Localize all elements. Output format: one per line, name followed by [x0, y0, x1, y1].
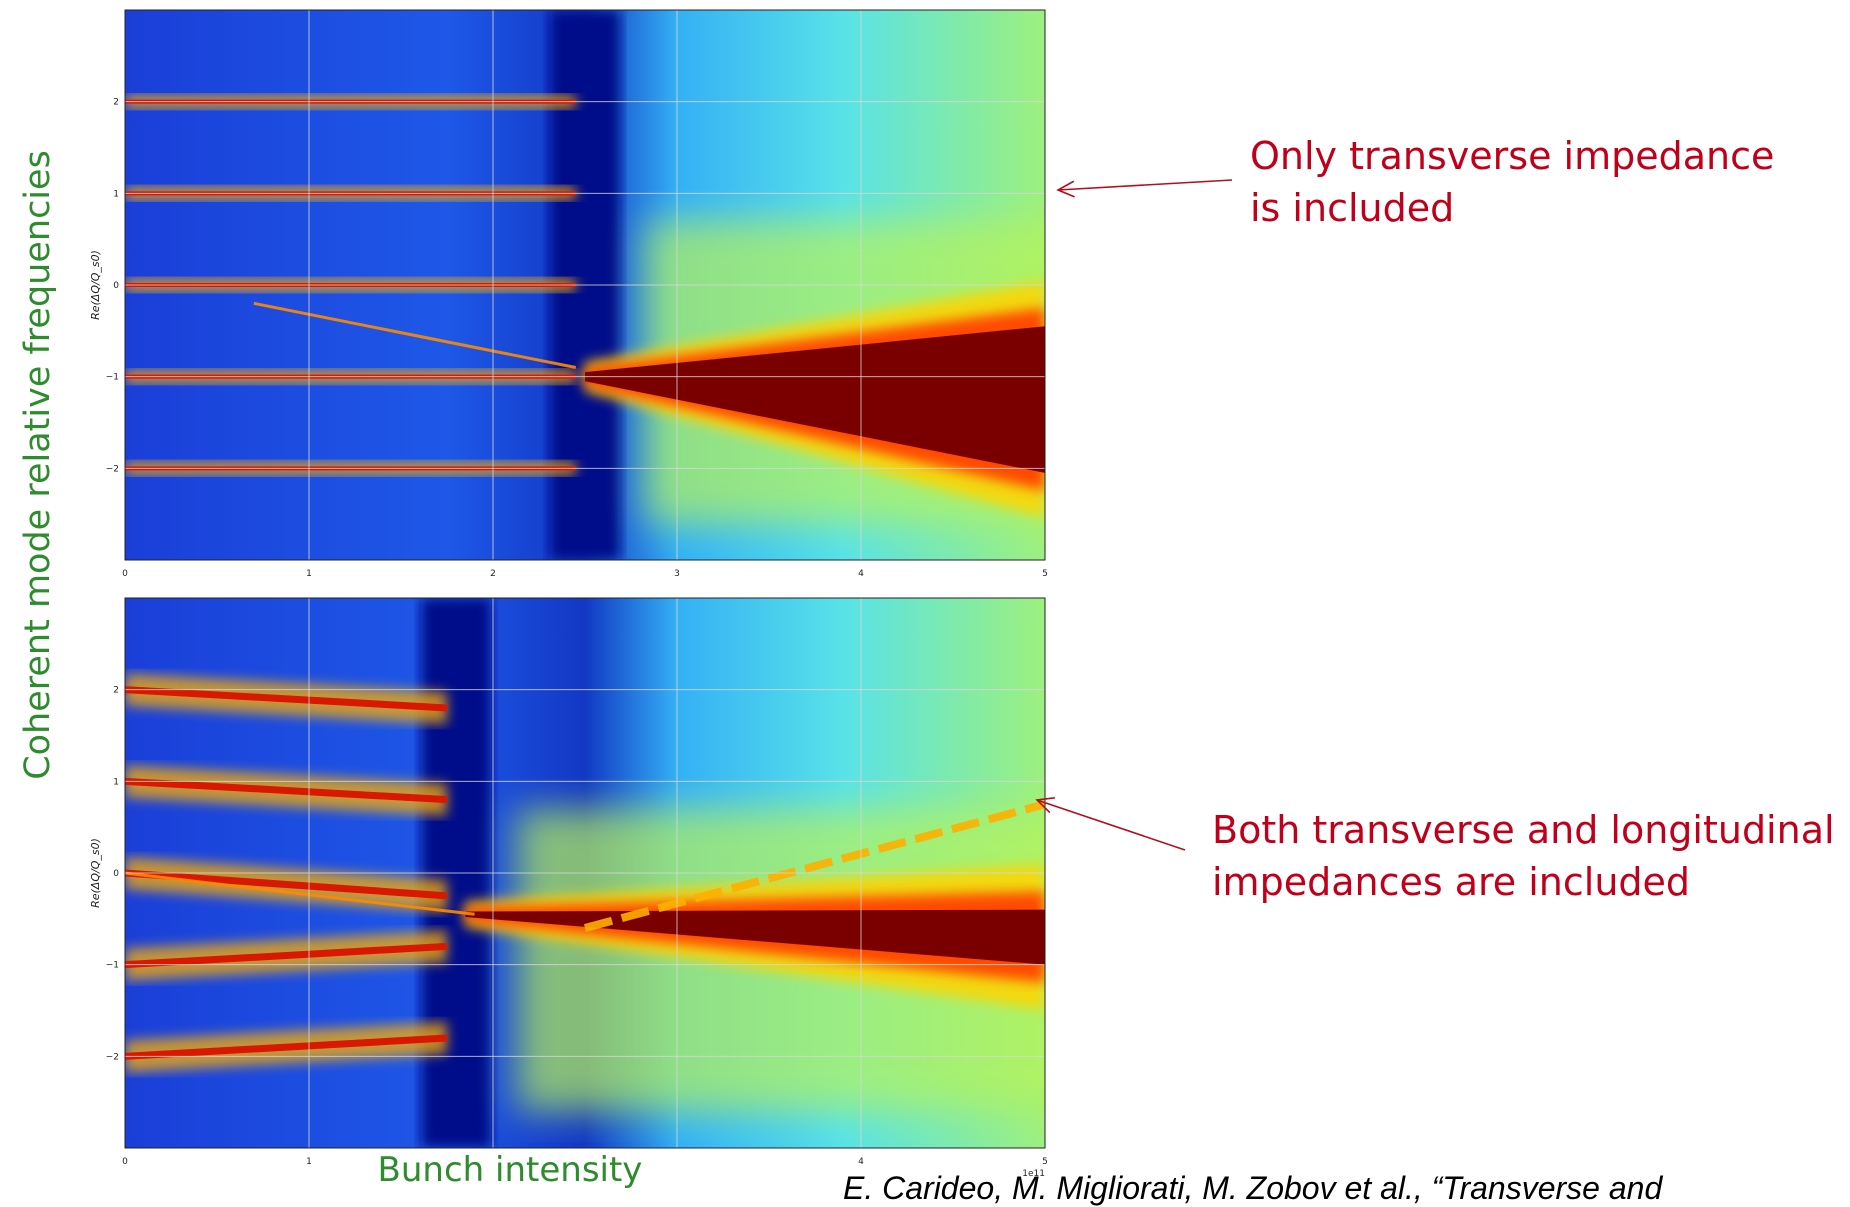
heatmap-panel-2: 0 1 4 5 1e11 2 1 0 −1 −2 Re(ΔQ/Q_s0): [89, 597, 1048, 1179]
y-tick-label: 0: [113, 281, 119, 291]
x-tick-label: 1: [306, 569, 312, 579]
heatmap-body: [125, 10, 1045, 560]
x-tick-label: 5: [1042, 569, 1048, 579]
mode-line-0: [125, 869, 448, 900]
y-tick-label: −2: [106, 1052, 119, 1062]
mode-line--1: [125, 942, 448, 969]
arrow-top-head: [1056, 180, 1075, 198]
coupled-mode-line: [125, 871, 475, 916]
y-tick-label: 1: [113, 189, 119, 199]
coupled-mode-line: [253, 301, 577, 369]
x-offset-label: 1e11: [1022, 1169, 1045, 1179]
mode-line--2: [125, 1034, 448, 1060]
x-tick-label: 4: [858, 569, 864, 579]
plot-frame: [124, 597, 1046, 1149]
unstable-band-core: [585, 326, 1045, 473]
x-tick-label: 1: [306, 1157, 312, 1167]
annotation-bottom-line-2: impedances are included: [1212, 860, 1691, 904]
x-tick-label: 4: [858, 1157, 864, 1167]
y-tick-label: −2: [106, 464, 119, 474]
y-tick-label: 2: [113, 98, 119, 108]
annotation-top-line-1: Only transverse impedance: [1250, 134, 1775, 178]
y-tick-label: −1: [106, 373, 119, 383]
mode-line-1: [125, 777, 448, 804]
arrow-bottom-shaft: [1036, 799, 1186, 851]
heatmap-body: [125, 598, 1045, 1148]
heatmap-panel-1: 0 1 2 3 4 5 2 1 0 −1 −2 Re(ΔQ/Q_s0): [89, 9, 1048, 579]
x-tick-label: 0: [122, 569, 128, 579]
x-tick-label: 3: [674, 569, 680, 579]
rising-mode-line: [583, 800, 1045, 932]
annotation-bottom: Both transverse and longitudinal impedan…: [1212, 804, 1835, 908]
x-tick-label: 0: [122, 1157, 128, 1167]
x-tick-label: 2: [490, 569, 496, 579]
annotation-top: Only transverse impedance is included: [1250, 130, 1774, 234]
panel-y-axis-label: Re(ΔQ/Q_s0): [89, 838, 102, 908]
arrow-bottom-head: [1035, 796, 1055, 814]
panel-y-axis-label: Re(ΔQ/Q_s0): [89, 250, 102, 320]
x-axis-title: Bunch intensity: [377, 1150, 643, 1190]
y-tick-label: −1: [106, 961, 119, 971]
x-tick-label: 5: [1042, 1157, 1048, 1167]
y-tick-label: 2: [113, 686, 119, 696]
arrow-top-shaft: [1057, 179, 1233, 191]
mode-line-2: [125, 686, 448, 712]
y-tick-label: 0: [113, 869, 119, 879]
y-tick-label: 1: [113, 777, 119, 787]
annotation-bottom-line-1: Both transverse and longitudinal: [1212, 808, 1835, 852]
annotation-top-line-2: is included: [1250, 186, 1455, 230]
plot-frame: [124, 9, 1046, 561]
